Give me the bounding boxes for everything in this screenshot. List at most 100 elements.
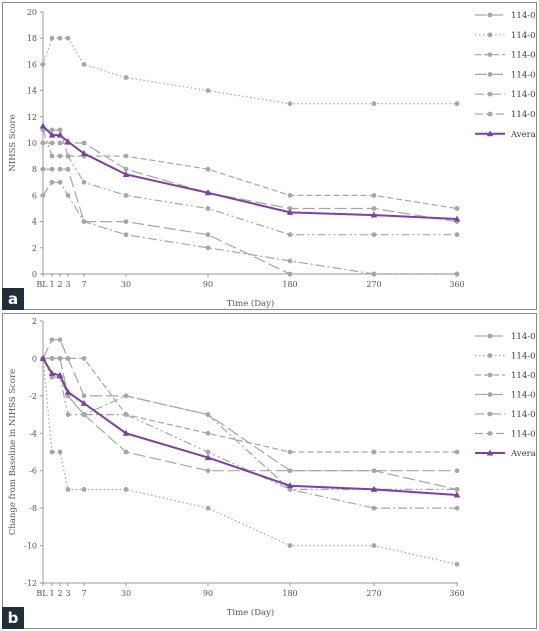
- chart-b-data-point: [39, 354, 47, 361]
- chart-a-data-point: [40, 140, 46, 146]
- chart-a-legend-marker: [487, 72, 493, 77]
- chart-b-x-tick-label: 270: [366, 589, 381, 598]
- chart-b-data-point: [81, 487, 87, 492]
- chart-a-legend-marker: [487, 12, 493, 18]
- chart-a-legend-label: 114-04: [511, 51, 536, 61]
- chart-b-legend-label: Average: [510, 449, 536, 459]
- chart-b-legend-label: 114-03: [511, 352, 536, 362]
- chart-b-legend-marker: [486, 449, 494, 456]
- chart-a-data-point: [371, 206, 377, 211]
- chart-b-y-tick-label: 2: [32, 317, 37, 326]
- chart-b-legend-marker: [487, 353, 493, 358]
- chart-b-data-point: [287, 543, 293, 548]
- chart-a-data-point: [370, 211, 378, 218]
- chart-b-legend-marker: [487, 372, 493, 378]
- chart-b-series-line: [42, 339, 457, 472]
- chart-a-data-point: [49, 153, 55, 159]
- chart-a-y-tick-label: 4: [32, 218, 37, 227]
- chart-a-legend-label: Average: [510, 130, 536, 140]
- chart-a-x-tick-label: BL: [36, 280, 48, 289]
- chart-a-data-point: [40, 62, 46, 67]
- chart-b-x-tick-label: 30: [121, 589, 131, 598]
- chart-a-data-point: [123, 193, 129, 198]
- chart-a-x-tick-label: 180: [282, 280, 297, 289]
- chart-b-data-point: [205, 468, 211, 474]
- chart-a-legend-label: 114-03: [511, 31, 536, 41]
- chart-a-data-point: [123, 75, 129, 80]
- chart-b-x-axis-title: Time (Day): [227, 607, 275, 618]
- chart-a-legend-label: 114-06: [511, 90, 536, 100]
- chart-a-data-point: [56, 131, 64, 138]
- chart-b-data-point: [57, 449, 63, 455]
- chart-b-data-point: [371, 505, 377, 511]
- chart-b-y-tick-label: -12: [24, 579, 37, 588]
- chart-a-series-line: [42, 181, 457, 275]
- chart-b-data-point: [454, 561, 460, 567]
- chart-a-x-tick-label: 360: [449, 280, 464, 289]
- chart-a-data-point: [123, 219, 129, 225]
- chart-b-x-tick-label: 3: [65, 589, 70, 598]
- chart-b-data-point: [286, 482, 294, 489]
- chart-b-x-tick-label: 360: [449, 589, 464, 598]
- chart-b-data-point: [371, 468, 377, 474]
- chart-b-data-point: [56, 371, 64, 378]
- chart-a-series-line: [43, 168, 457, 275]
- chart-b-data-point: [205, 412, 211, 417]
- chart-b-y-tick-label: -4: [29, 429, 37, 438]
- chart-b-legend-label: 114-07: [511, 430, 536, 440]
- chart-a-x-tick-label: 30: [121, 280, 131, 289]
- chart-a-data-point: [49, 166, 55, 172]
- chart-a-y-tick-label: 6: [32, 191, 37, 200]
- chart-b-data-point: [287, 468, 293, 474]
- chart-a-data-point: [48, 131, 56, 138]
- chart-b-x-tick-label: 2: [57, 589, 62, 598]
- chart-a-data-point: [371, 193, 377, 198]
- chart-a-y-tick-label: 10: [27, 139, 37, 148]
- chart-a-y-tick-label: 8: [32, 165, 37, 174]
- chart-b-x-tick-label: 7: [81, 589, 86, 598]
- chart-a-data-point: [123, 166, 129, 172]
- chart-b-legend-label: 114-06: [511, 410, 536, 420]
- chart-a-data-point: [81, 62, 87, 67]
- chart-a-y-tick-label: 2: [32, 244, 37, 253]
- chart-b-y-tick-label: -6: [29, 467, 37, 476]
- chart-a-data-point: [57, 35, 63, 41]
- chart-b-data-point: [454, 505, 460, 511]
- chart-a-y-tick-label: 18: [27, 34, 37, 43]
- chart-b-data-point: [371, 543, 377, 548]
- chart-b-data-point: [49, 337, 55, 343]
- chart-b-data-point: [49, 374, 55, 380]
- chart-a-x-tick-label: 90: [203, 280, 213, 289]
- chart-a-data-point: [81, 179, 87, 185]
- chart-a-series-line: [42, 125, 458, 220]
- chart-a-data-point: [39, 122, 47, 129]
- chart-a-data-point: [287, 258, 293, 264]
- chart-a-data-point: [57, 179, 63, 185]
- chart-a-data-point: [371, 232, 377, 238]
- chart-a-data-point: [65, 153, 71, 159]
- chart-a-data-point: [65, 166, 71, 172]
- chart-a-data-point: [123, 153, 129, 159]
- chart-a-data-point: [57, 153, 63, 159]
- chart-a-data-point: [205, 88, 211, 93]
- chart-b-x-tick-label: 1: [49, 589, 54, 598]
- chart-a-data-point: [287, 193, 293, 198]
- chart-a-series-line: [42, 37, 457, 105]
- chart-a-data-point: [80, 149, 88, 156]
- chart-a-data-point: [454, 271, 460, 277]
- chart-a-data-point: [65, 193, 71, 198]
- chart-a-legend-label: 114-05: [511, 70, 536, 80]
- panel-label-b: b: [2, 607, 24, 629]
- chart-b-data-point: [57, 337, 63, 343]
- chart-a-data-point: [40, 127, 46, 133]
- chart-b-data-point: [454, 487, 460, 492]
- chart-b-data-point: [81, 412, 87, 417]
- chart-b-data-point: [287, 449, 293, 455]
- chart-panel-a: 0 2 4 6 8 10 12 14 16 18 20 BL 1 2 3 7 30 90 180 270 360 Time…: [2, 2, 537, 310]
- chart-b-x-tick-label: BL: [36, 589, 48, 598]
- chart-a-x-tick-label: 270: [366, 280, 381, 289]
- chart-b-data-point: [454, 468, 460, 474]
- chart-b-data-point: [81, 356, 87, 361]
- chart-b-legend-marker: [487, 411, 493, 417]
